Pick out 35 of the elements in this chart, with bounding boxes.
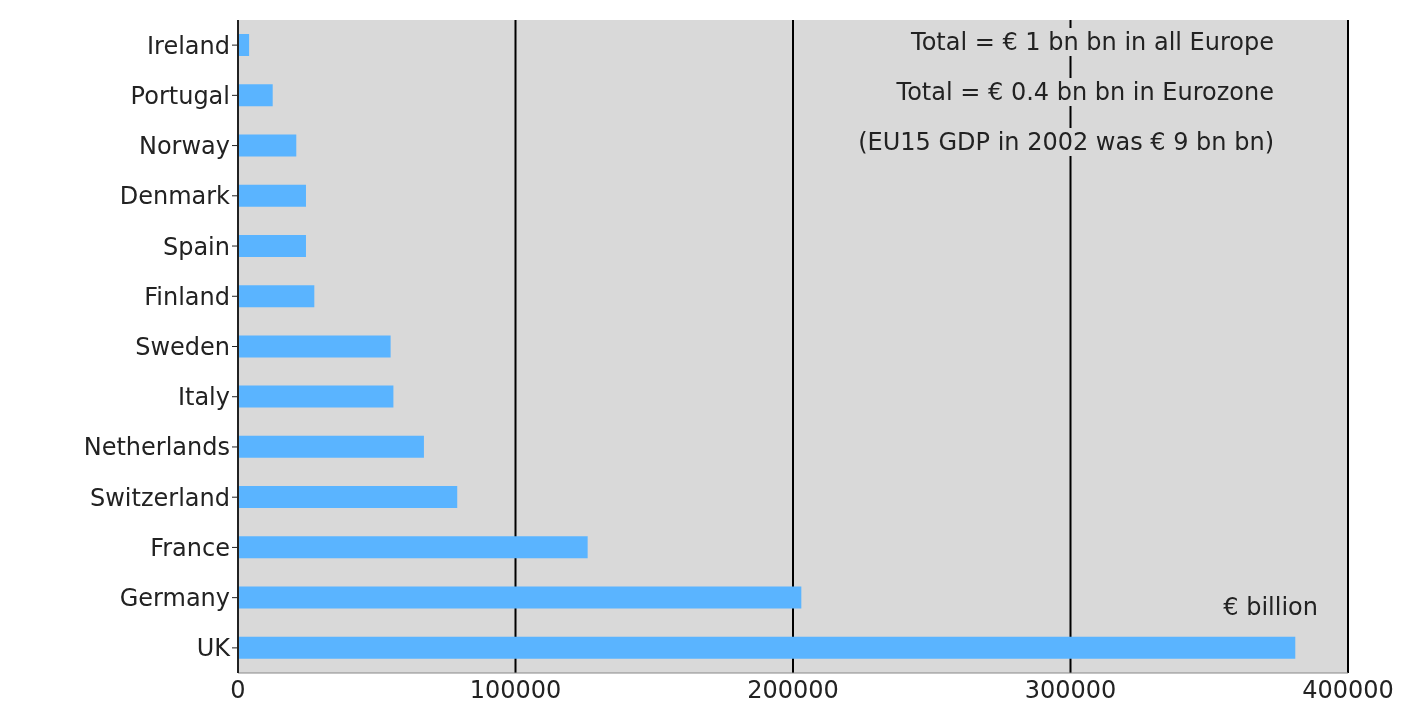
x-tick-label: 200000 xyxy=(747,676,839,705)
x-tick-label: 300000 xyxy=(1024,676,1117,705)
annotation: Total = € 0.4 bn bn in Eurozone xyxy=(892,78,1278,106)
bar xyxy=(238,184,306,207)
y-tick-label: Portugal xyxy=(130,81,230,110)
annotation: € billion xyxy=(1223,593,1318,621)
bar xyxy=(238,385,394,408)
x-tick-label: 0 xyxy=(230,676,246,705)
y-tick-label: Ireland xyxy=(146,31,230,60)
bar xyxy=(238,536,588,559)
y-tick-label: Netherlands xyxy=(83,433,230,462)
bar xyxy=(238,134,297,157)
y-tick-label: Denmark xyxy=(119,182,231,211)
y-tick-label: Finland xyxy=(144,282,230,311)
y-tick-label: Germany xyxy=(119,584,230,613)
bar xyxy=(238,586,802,609)
y-tick-label: Spain xyxy=(162,232,230,261)
bar xyxy=(238,335,391,358)
bar xyxy=(238,486,458,509)
annotation: (EU15 GDP in 2002 was € 9 bn bn) xyxy=(854,128,1278,156)
y-tick-label: Norway xyxy=(138,132,230,161)
bar xyxy=(238,84,273,107)
y-tick-label: Italy xyxy=(177,383,230,412)
y-tick-label: UK xyxy=(196,634,232,663)
annotation: Total = € 1 bn bn in all Europe xyxy=(907,28,1278,56)
bar xyxy=(238,435,424,458)
x-tick-label: 100000 xyxy=(469,676,562,705)
bar xyxy=(238,636,1296,659)
bar xyxy=(238,234,306,257)
y-tick-label: Switzerland xyxy=(90,483,230,512)
x-tick-label: 400000 xyxy=(1302,676,1394,705)
bar xyxy=(238,34,250,56)
y-tick-label: France xyxy=(150,533,230,562)
y-tick-label: Sweden xyxy=(135,333,230,362)
bar xyxy=(238,285,315,308)
